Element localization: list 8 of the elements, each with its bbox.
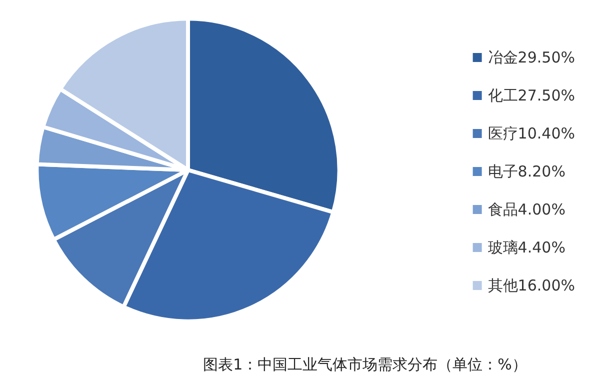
- text: 图表1：中国工业气体市场需求分布（单位：%）: [203, 356, 527, 374]
- legend-label: 医疗10.40%: [488, 124, 576, 142]
- legend-label: 玻璃4.40%: [488, 238, 566, 256]
- legend-label: 其他16.00%: [488, 276, 576, 294]
- legend-label: 食品4.00%: [488, 200, 566, 218]
- legend-label: 电子8.20%: [488, 162, 566, 180]
- legend-label: 冶金29.50%: [488, 48, 576, 66]
- legend-label: 化工27.50%: [488, 86, 576, 104]
